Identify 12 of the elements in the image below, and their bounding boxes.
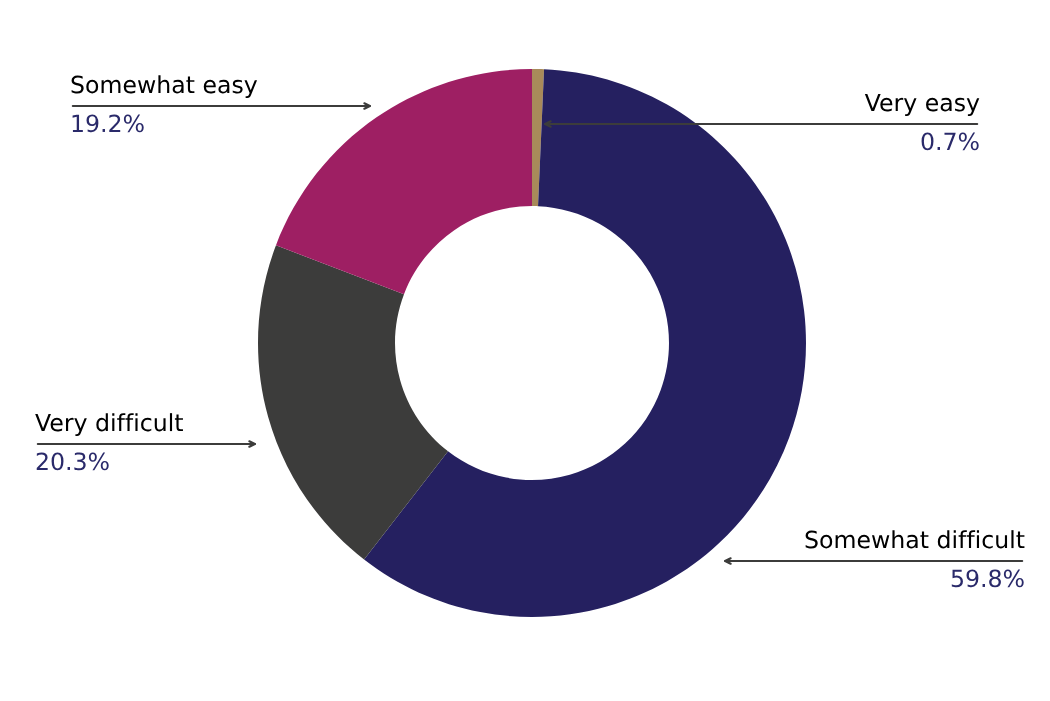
data-label: 19.2%: [72, 114, 144, 133]
donut-slice: [532, 69, 545, 207]
slice-label: Very easy: [864, 93, 980, 116]
slice-label: Very difficult: [35, 413, 183, 436]
slice-label: Somewhat difficult: [805, 530, 1025, 549]
data-label: 20.3%: [36, 452, 109, 471]
donut-slice: [275, 69, 532, 295]
donut-slice: [364, 69, 806, 617]
data-label: 59.8%: [951, 569, 1024, 588]
slice-label: Somewhat easy: [71, 75, 258, 98]
data-label: 0.7%: [921, 132, 979, 151]
donut-slice: [258, 245, 449, 560]
